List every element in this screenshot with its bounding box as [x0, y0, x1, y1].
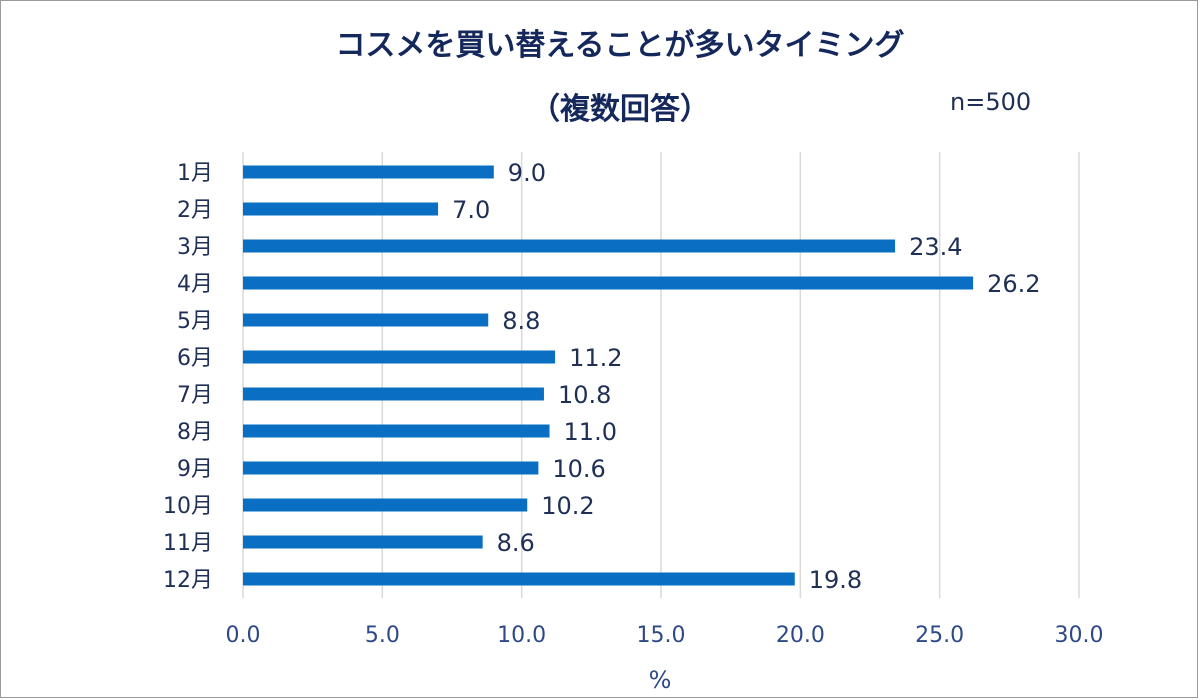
- category-labels: 1月 2月 3月 4月 5月 6月 7月 8月 9月 10月 11月 12月: [163, 161, 213, 593]
- bar: [243, 498, 528, 512]
- x-tick-labels: 0.0 5.0 10.0 15.0 20.0 25.0 30.0: [226, 623, 1104, 648]
- data-label: 7.0: [452, 196, 490, 224]
- data-label: 8.6: [497, 529, 535, 557]
- bar: [243, 276, 974, 290]
- data-label: 8.8: [502, 307, 540, 335]
- data-label: 11.0: [564, 418, 617, 446]
- bar: [243, 424, 550, 438]
- category-label: 5月: [177, 309, 213, 334]
- data-label: 26.2: [987, 270, 1040, 298]
- category-label: 12月: [163, 568, 213, 593]
- gridlines: [242, 152, 1080, 598]
- category-label: 2月: [177, 198, 213, 223]
- x-tick-label: 25.0: [915, 623, 964, 648]
- data-label: 9.0: [508, 159, 546, 187]
- data-label: 11.2: [569, 344, 622, 372]
- data-label: 10.6: [552, 455, 605, 483]
- x-tick-label: 30.0: [1055, 623, 1104, 648]
- data-label: 23.4: [909, 233, 962, 261]
- bar: [243, 461, 539, 475]
- category-label: 10月: [163, 494, 213, 519]
- data-label: 19.8: [809, 566, 862, 594]
- bar: [243, 572, 795, 586]
- chart-title: コスメを買い替えることが多いタイミング: [335, 28, 905, 63]
- data-label: 10.8: [558, 381, 611, 409]
- x-tick-label: 0.0: [226, 623, 261, 648]
- category-label: 9月: [177, 457, 213, 482]
- category-label: 1月: [177, 161, 213, 186]
- data-label: 10.2: [541, 492, 594, 520]
- category-label: 3月: [177, 235, 213, 260]
- x-axis-title: %: [649, 666, 672, 694]
- bar: [243, 350, 556, 364]
- bar: [243, 535, 483, 549]
- sample-size-note: n=500: [950, 88, 1032, 116]
- category-label: 6月: [177, 346, 213, 371]
- x-tick-label: 20.0: [776, 623, 825, 648]
- category-label: 11月: [163, 531, 213, 556]
- bars: [243, 165, 974, 586]
- bar: [243, 239, 896, 253]
- x-tick-label: 10.0: [497, 623, 546, 648]
- chart-subtitle: （複数回答）: [530, 92, 710, 127]
- x-tick-label: 15.0: [637, 623, 686, 648]
- category-label: 7月: [177, 383, 213, 408]
- bar: [243, 165, 494, 179]
- bar: [243, 387, 544, 401]
- data-labels: 9.0 7.0 23.4 26.2 8.8 11.2 10.8 11.0 10.6 10.28.6…: [452, 159, 1040, 594]
- category-label: 8月: [177, 420, 213, 445]
- bar: [243, 313, 489, 327]
- category-label: 4月: [177, 272, 213, 297]
- x-tick-label: 5.0: [365, 623, 400, 648]
- bar: [243, 202, 439, 216]
